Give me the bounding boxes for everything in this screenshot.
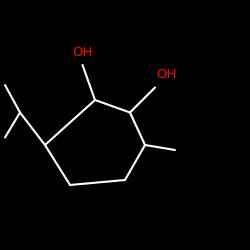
Text: OH: OH xyxy=(72,46,93,59)
Text: OH: OH xyxy=(156,68,176,81)
